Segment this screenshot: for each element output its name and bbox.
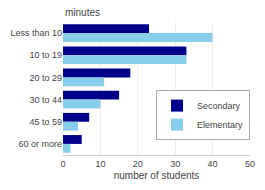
svg-text:45 to 59: 45 to 59 [29,117,62,127]
svg-text:minutes: minutes [65,7,100,18]
svg-text:20 to 29: 20 to 29 [29,73,62,83]
svg-text:20: 20 [133,159,143,169]
svg-text:10: 10 [95,159,105,169]
svg-text:Elementary: Elementary [197,120,243,130]
svg-text:30: 30 [170,159,180,169]
svg-text:number of students: number of students [114,170,200,181]
svg-text:10 to 19: 10 to 19 [29,50,62,60]
svg-text:60 or more: 60 or more [18,139,62,149]
svg-text:40: 40 [208,159,218,169]
svg-text:Less than 10: Less than 10 [10,28,62,38]
svg-text:0: 0 [60,159,65,169]
svg-text:Secondary: Secondary [197,101,241,111]
svg-text:30 to 44: 30 to 44 [29,95,62,105]
svg-text:50: 50 [245,159,255,169]
